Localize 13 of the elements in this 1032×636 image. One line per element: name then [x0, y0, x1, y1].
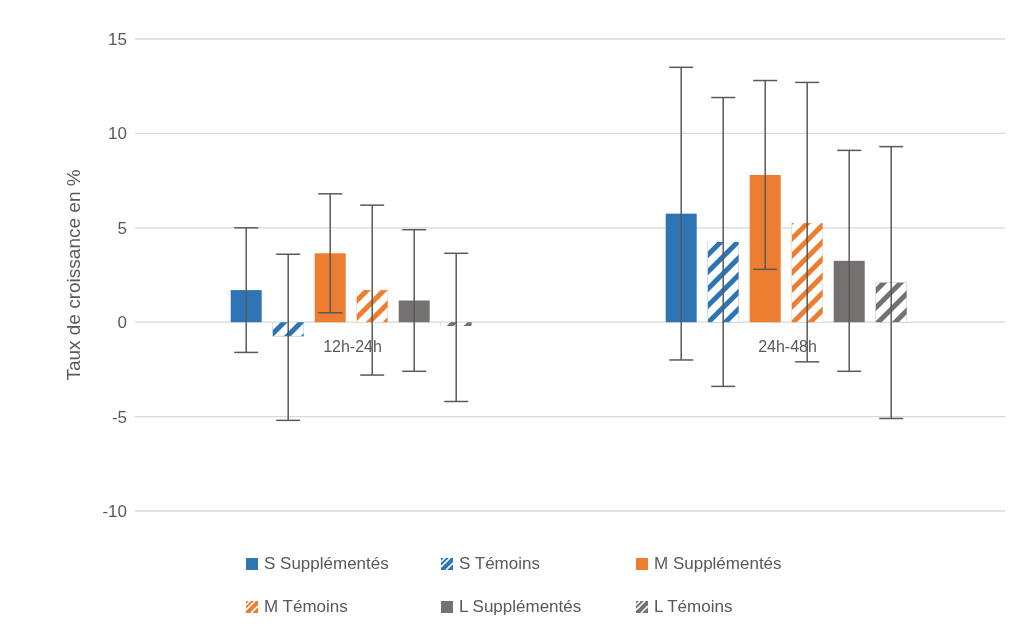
y-tick-label: 10 [108, 124, 127, 144]
legend-label: S Supplémentés [264, 554, 389, 574]
legend-label: M Supplémentés [654, 554, 782, 574]
legend-label: L Supplémentés [459, 597, 582, 617]
legend-label: L Témoins [654, 597, 733, 617]
y-tick-label: -5 [111, 407, 127, 427]
y-tick-label: 0 [117, 313, 127, 333]
y-tick-label: 15 [108, 30, 127, 50]
legend-label: M Témoins [264, 597, 348, 617]
legend-label: S Témoins [459, 554, 540, 574]
y-tick-label: 5 [117, 218, 127, 238]
y-tick-label: -10 [102, 502, 127, 522]
y-axis-title: Taux de croissance en % [62, 169, 84, 381]
